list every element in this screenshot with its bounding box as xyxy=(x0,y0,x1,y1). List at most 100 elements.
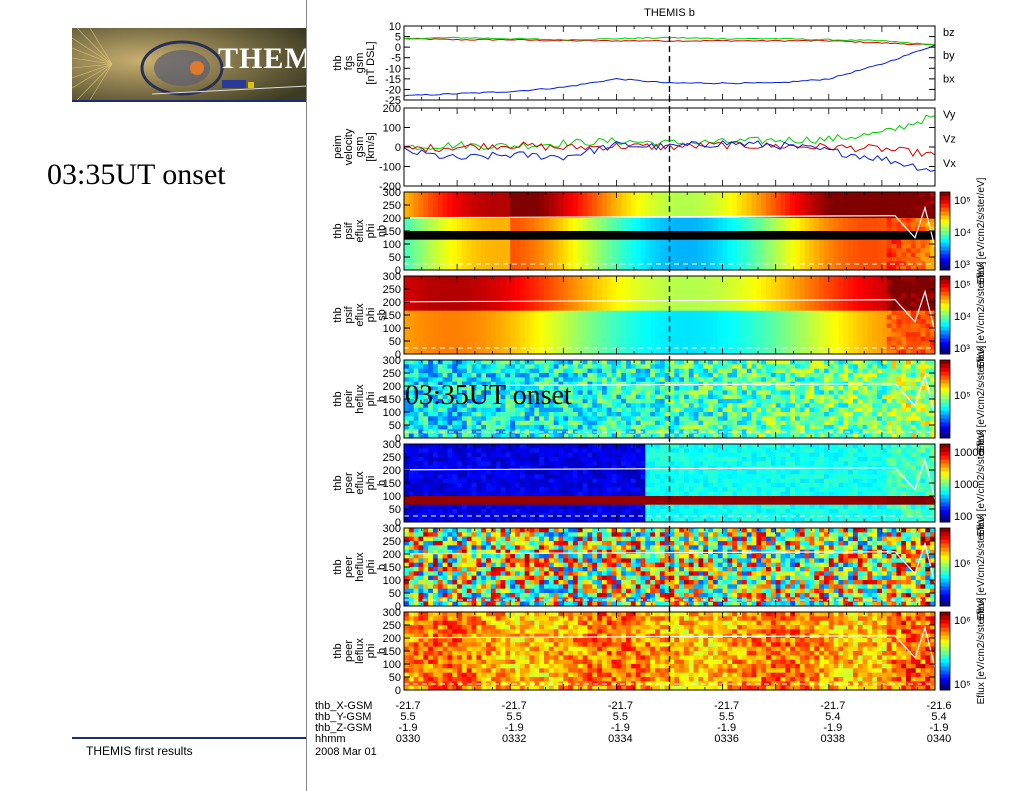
spectrogram-cell xyxy=(708,235,714,241)
themis-figure: THEMIS b bz by bx 10 5 0 -5 -10 -15 -20 -25 thb fgs gs… xyxy=(306,0,1024,791)
spectrogram-cell xyxy=(529,280,535,286)
spectrogram-cell xyxy=(626,336,632,342)
spectrogram-cell xyxy=(785,336,791,342)
spectrogram-cell xyxy=(698,289,704,294)
spectrogram-cell xyxy=(930,336,936,342)
spectrogram-cell xyxy=(669,319,675,325)
spectrogram-cell xyxy=(597,297,603,303)
spectrogram-cell xyxy=(461,209,468,215)
spectrogram-cell xyxy=(466,289,472,294)
spectrogram-cell xyxy=(621,297,627,303)
spectrogram-cell xyxy=(906,244,912,249)
spectrogram-cell xyxy=(833,218,839,223)
spectrogram-cell xyxy=(404,276,410,281)
spectrogram-cell xyxy=(539,218,545,223)
spectrogram-cell xyxy=(524,328,530,333)
spectrogram-cell xyxy=(809,226,815,232)
spectrogram-cell xyxy=(437,205,444,210)
header-rule xyxy=(72,100,308,102)
spectrogram-cell xyxy=(886,265,892,271)
spectrogram-cell xyxy=(732,239,738,245)
spectrogram-cell xyxy=(852,192,859,197)
spectrogram-cell xyxy=(708,218,714,223)
spectrogram-cell xyxy=(437,394,444,400)
spectrogram-cell xyxy=(611,341,617,346)
spectrogram-cell xyxy=(674,265,680,271)
spectrogram-cell xyxy=(746,284,752,290)
spectrogram-cell xyxy=(915,218,921,223)
spectrogram-cell xyxy=(568,341,574,346)
spectrogram-cell xyxy=(553,244,559,249)
spectrogram-cell xyxy=(432,420,439,426)
spectrogram-cell xyxy=(510,412,516,417)
spectrogram-cell xyxy=(515,420,521,426)
spectrogram-cell xyxy=(920,192,926,197)
spectrogram-cell xyxy=(597,213,603,219)
spectrogram-cell xyxy=(606,349,612,355)
spectrogram-cell xyxy=(461,341,468,346)
spectrogram-cell xyxy=(732,280,738,286)
spectrogram-cell xyxy=(597,200,603,206)
spectrogram-cell xyxy=(616,239,622,245)
spectrogram-cell xyxy=(524,293,530,299)
spectrogram-cell xyxy=(761,289,767,294)
spectrogram-cell xyxy=(592,231,598,236)
spectrogram-cell xyxy=(809,192,815,197)
spectrogram-cell xyxy=(413,218,419,223)
spectrogram-cell xyxy=(515,310,521,316)
spectrogram-cell xyxy=(471,310,477,316)
spectrogram-cell xyxy=(823,302,830,307)
spectrogram-cell xyxy=(761,328,767,333)
spectrogram-cell xyxy=(746,332,752,338)
spectrogram-cell xyxy=(505,276,511,281)
spectrogram-cell xyxy=(408,381,415,387)
spectrogram-cell xyxy=(877,349,883,355)
colorbar-step xyxy=(940,195,950,201)
spectrogram-cell xyxy=(635,336,641,342)
spectrogram-cell xyxy=(857,231,863,236)
spectrogram-cell xyxy=(432,213,439,219)
spectrogram-cell xyxy=(877,205,883,210)
spectrogram-cell xyxy=(708,289,714,294)
spectrogram-cell xyxy=(732,192,738,197)
spectrogram-cell xyxy=(452,319,458,325)
spectrogram-cell xyxy=(867,332,873,338)
spectrogram-cell xyxy=(476,412,482,417)
spectrogram-cell xyxy=(640,341,646,346)
spectrogram-cell xyxy=(442,310,448,316)
spectrogram-cell xyxy=(650,345,656,351)
spectrogram-cell xyxy=(418,373,424,378)
spectrogram-cell xyxy=(655,218,661,223)
spectrogram-cell xyxy=(823,341,830,346)
spectrogram-cell xyxy=(804,328,810,333)
spectrogram-cell xyxy=(659,328,666,333)
spectrogram-cell xyxy=(843,265,849,271)
spectrogram-cell xyxy=(645,284,651,290)
spectrogram-cell xyxy=(737,341,743,346)
spectrogram-cell xyxy=(476,196,482,202)
spectrogram-cell xyxy=(418,213,424,219)
spectrogram-cell xyxy=(881,226,888,232)
spectrogram-cell xyxy=(886,192,892,197)
spectrogram-cell xyxy=(452,226,458,232)
spectrogram-cell xyxy=(804,332,810,338)
spectrogram-cell xyxy=(519,276,526,281)
spectrogram-cell xyxy=(519,332,526,338)
spectrogram-cell xyxy=(529,336,535,342)
spectrogram-cell xyxy=(616,231,622,236)
spectrogram-cell xyxy=(428,377,434,383)
spectrogram-cell xyxy=(404,373,410,378)
spectrogram-cell xyxy=(442,433,448,439)
spectrogram-cell xyxy=(428,429,434,435)
spectrogram-cell xyxy=(621,310,627,316)
spectrogram-cell xyxy=(428,222,434,228)
spectrogram-cell xyxy=(495,244,501,249)
spectrogram-cell xyxy=(785,341,791,346)
spectrogram-cell xyxy=(712,248,719,254)
spectrogram-cell xyxy=(481,425,487,430)
spectrogram-cell xyxy=(510,407,516,413)
spectrogram-cell xyxy=(486,248,492,254)
spectrogram-cell xyxy=(471,345,477,351)
spectrogram-cell xyxy=(481,261,487,267)
spectrogram-cell xyxy=(437,349,444,355)
